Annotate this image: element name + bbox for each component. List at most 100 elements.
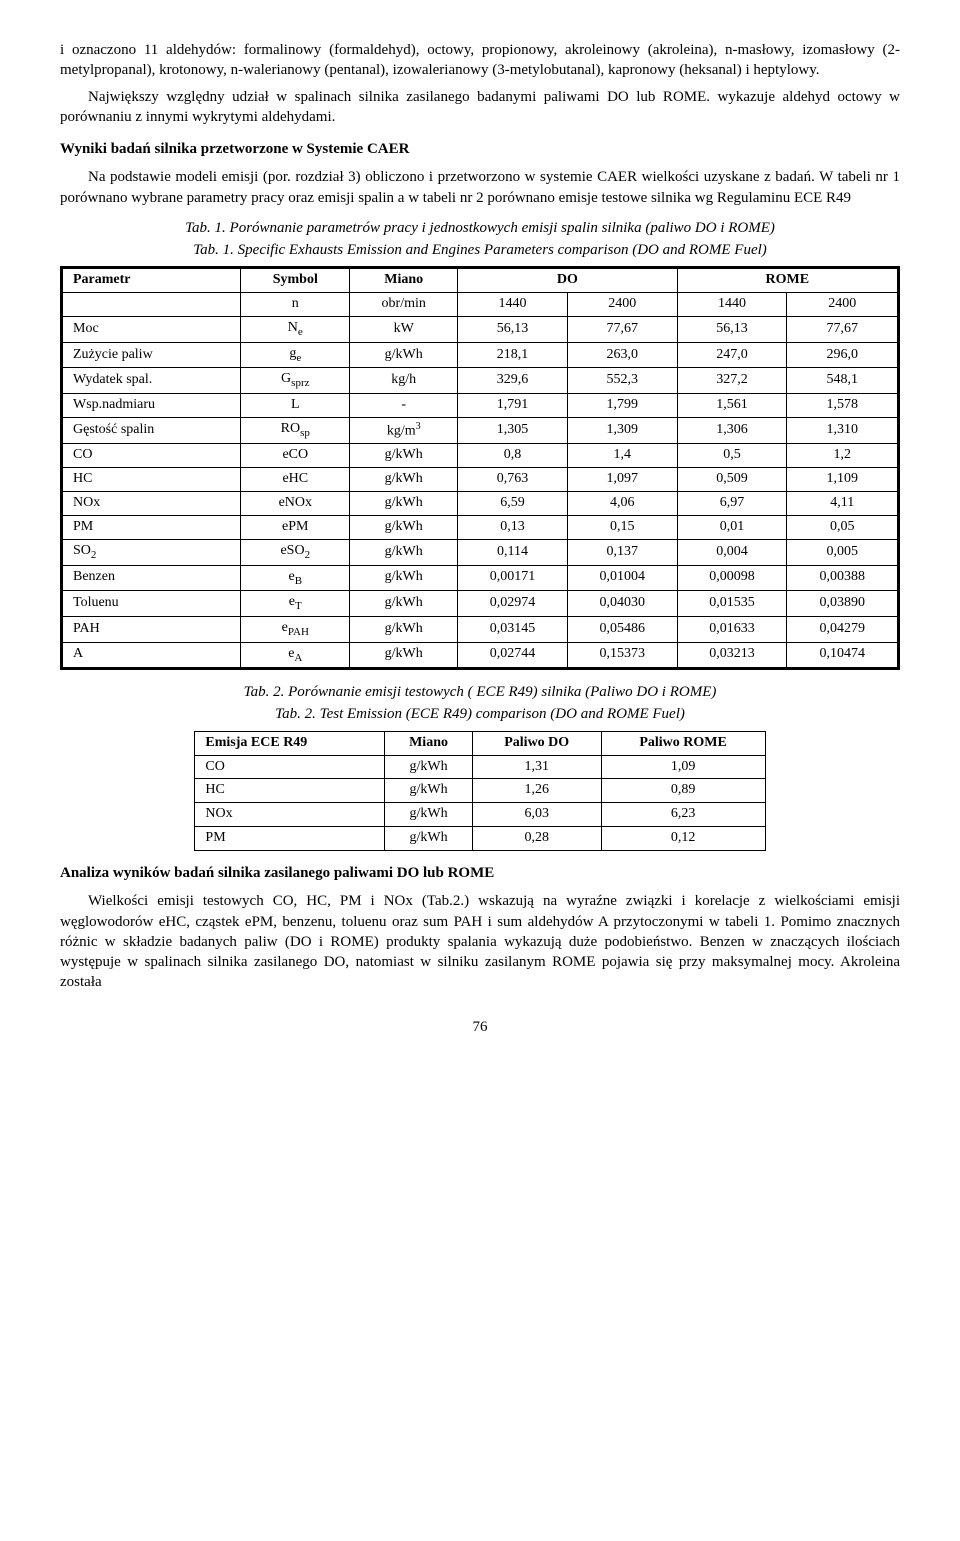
table-cell: 0,005 — [787, 539, 899, 565]
table-cell: 0,509 — [677, 468, 787, 492]
table-cell: 0,89 — [601, 779, 765, 803]
table-row: COg/kWh1,311,09 — [195, 755, 765, 779]
table-cell: 552,3 — [567, 368, 677, 394]
table-cell: 0,8 — [458, 444, 568, 468]
table-1-caption: Tab. 1. Porównanie parametrów pracy i je… — [60, 218, 900, 238]
table-cell: g/kWh — [350, 444, 458, 468]
table-cell: 0,02744 — [458, 642, 568, 669]
table-row: SO2eSO2g/kWh0,1140,1370,0040,005 — [62, 539, 899, 565]
table-cell: 4,11 — [787, 492, 899, 516]
table-cell: 1440 — [458, 293, 568, 317]
table-cell: g/kWh — [350, 492, 458, 516]
t1-head-1: Symbol — [241, 268, 350, 293]
table-row: BenzeneBg/kWh0,001710,010040,000980,0038… — [62, 565, 899, 591]
table-row: PMg/kWh0,280,12 — [195, 827, 765, 851]
table-cell: g/kWh — [350, 616, 458, 642]
table-cell: 0,114 — [458, 539, 568, 565]
table-1: Parametr Symbol Miano DO ROME nobr/min14… — [60, 266, 900, 670]
table-cell: 0,01 — [677, 516, 787, 540]
table-cell: 0,03145 — [458, 616, 568, 642]
table-cell: n — [241, 293, 350, 317]
table-cell: kW — [350, 317, 458, 343]
table-cell: eHC — [241, 468, 350, 492]
table-row: Zużycie paliwgeg/kWh218,1263,0247,0296,0 — [62, 342, 899, 368]
table-cell: 0,01004 — [567, 565, 677, 591]
table-cell: 329,6 — [458, 368, 568, 394]
table-cell: eA — [241, 642, 350, 669]
section-2-title: Analiza wyników badań silnika zasilanego… — [60, 863, 900, 883]
table-cell: 0,04030 — [567, 591, 677, 617]
table-cell: 0,05 — [787, 516, 899, 540]
table-cell: g/kWh — [350, 565, 458, 591]
table-cell: 0,763 — [458, 468, 568, 492]
table-row: Parametr Symbol Miano DO ROME — [62, 268, 899, 293]
t2-head-0: Emisja ECE R49 — [195, 731, 385, 755]
table-2-caption-sub: Tab. 2. Test Emission (ECE R49) comparis… — [60, 704, 900, 724]
table-cell: 0,00171 — [458, 565, 568, 591]
table-cell: PM — [195, 827, 385, 851]
table-cell: 0,15373 — [567, 642, 677, 669]
table-cell: - — [350, 393, 458, 417]
table-cell: 1,31 — [472, 755, 601, 779]
table-row: COeCOg/kWh0,81,40,51,2 — [62, 444, 899, 468]
table-cell: eT — [241, 591, 350, 617]
intro-para-2: Największy względny udział w spalinach s… — [60, 87, 900, 128]
table-cell: 4,06 — [567, 492, 677, 516]
table-cell: ePM — [241, 516, 350, 540]
table-cell: g/kWh — [350, 642, 458, 669]
table-cell: eB — [241, 565, 350, 591]
table-cell: 327,2 — [677, 368, 787, 394]
table-1-caption-sub: Tab. 1. Specific Exhausts Emission and E… — [60, 240, 900, 260]
table-cell: Zużycie paliw — [62, 342, 241, 368]
table-cell: 6,03 — [472, 803, 601, 827]
table-cell: NOx — [62, 492, 241, 516]
t1-head-2: Miano — [350, 268, 458, 293]
t1-head-3: DO — [458, 268, 678, 293]
section-1-title: Wyniki badań silnika przetworzone w Syst… — [60, 139, 900, 159]
t2-head-3: Paliwo ROME — [601, 731, 765, 755]
table-row: HCeHCg/kWh0,7631,0970,5091,109 — [62, 468, 899, 492]
table-cell: 0,02974 — [458, 591, 568, 617]
table-cell: 0,10474 — [787, 642, 899, 669]
table-cell: 0,04279 — [787, 616, 899, 642]
table-cell: 0,03213 — [677, 642, 787, 669]
table-cell: 0,01633 — [677, 616, 787, 642]
table-cell: 1,578 — [787, 393, 899, 417]
table-cell: eNOx — [241, 492, 350, 516]
table-cell: 1,309 — [567, 417, 677, 444]
table-cell: 0,13 — [458, 516, 568, 540]
table-cell — [62, 293, 241, 317]
table-row: PAHePAHg/kWh0,031450,054860,016330,04279 — [62, 616, 899, 642]
table-cell: g/kWh — [350, 342, 458, 368]
table-cell: SO2 — [62, 539, 241, 565]
table-cell: 0,004 — [677, 539, 787, 565]
table-cell: HC — [62, 468, 241, 492]
table-2-caption: Tab. 2. Porównanie emisji testowych ( EC… — [60, 682, 900, 702]
table-cell: 1,09 — [601, 755, 765, 779]
t1-head-4: ROME — [677, 268, 898, 293]
page-number: 76 — [60, 1017, 900, 1037]
table-cell: 2400 — [567, 293, 677, 317]
table-cell: ePAH — [241, 616, 350, 642]
table-cell: 6,23 — [601, 803, 765, 827]
table-cell: g/kWh — [350, 539, 458, 565]
table-cell: 1,4 — [567, 444, 677, 468]
table-row: Emisja ECE R49 Miano Paliwo DO Paliwo RO… — [195, 731, 765, 755]
table-cell: g/kWh — [350, 516, 458, 540]
table-cell: 0,00098 — [677, 565, 787, 591]
table-cell: 0,12 — [601, 827, 765, 851]
table-cell: Toluenu — [62, 591, 241, 617]
table-row: HCg/kWh1,260,89 — [195, 779, 765, 803]
table-cell: Wydatek spal. — [62, 368, 241, 394]
table-cell: ROsp — [241, 417, 350, 444]
table-cell: 218,1 — [458, 342, 568, 368]
table-cell: PAH — [62, 616, 241, 642]
t1-head-0: Parametr — [62, 268, 241, 293]
table-cell: CO — [195, 755, 385, 779]
table-cell: g/kWh — [350, 468, 458, 492]
table-cell: 263,0 — [567, 342, 677, 368]
table-cell: g/kWh — [385, 755, 473, 779]
table-cell: 1,561 — [677, 393, 787, 417]
intro-para-1: i oznaczono 11 aldehydów: formalinowy (f… — [60, 40, 900, 81]
table-cell: 0,05486 — [567, 616, 677, 642]
